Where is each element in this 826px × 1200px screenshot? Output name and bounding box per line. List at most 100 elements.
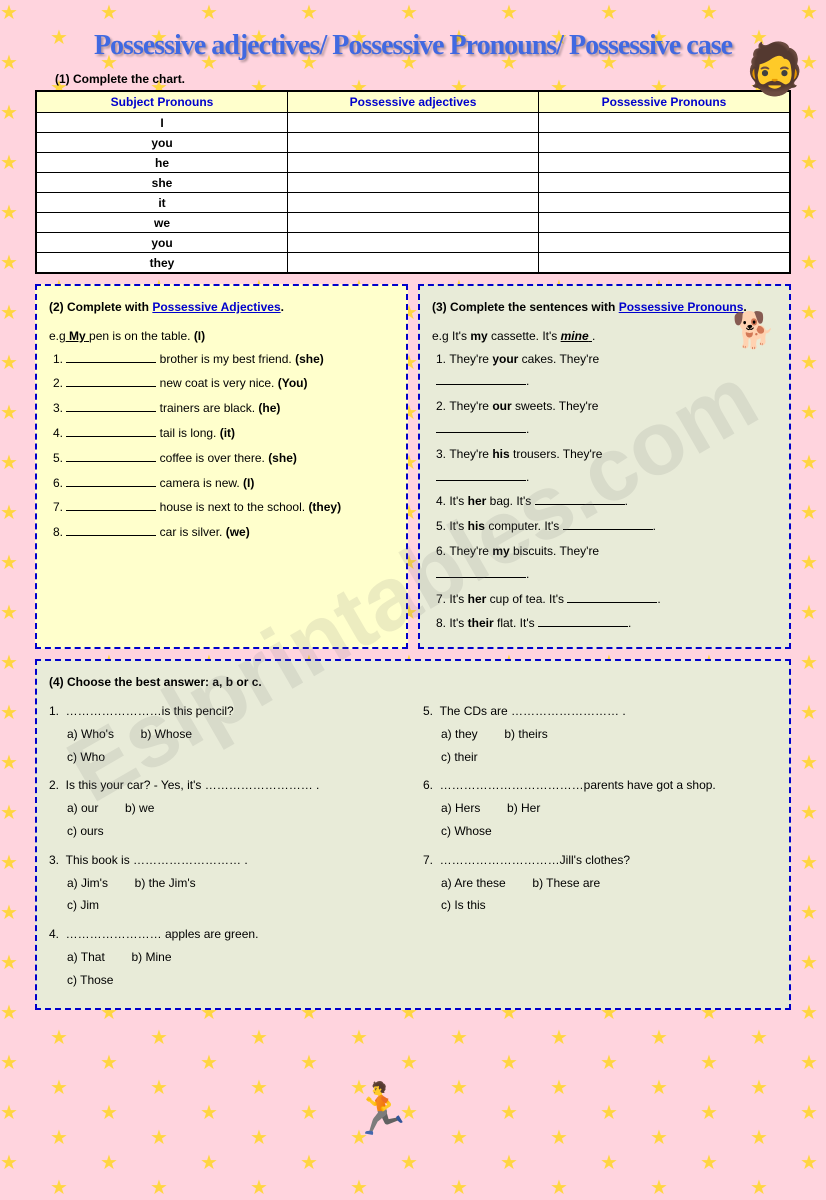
- fill-blank[interactable]: [66, 400, 156, 412]
- fill-blank[interactable]: [66, 524, 156, 536]
- blank-cell[interactable]: [539, 153, 790, 173]
- blank-cell[interactable]: [539, 133, 790, 153]
- answer-option[interactable]: c) Those: [67, 973, 113, 987]
- answer-option[interactable]: b) Whose: [141, 727, 192, 741]
- fill-blank[interactable]: [567, 591, 657, 603]
- blank-cell[interactable]: [539, 253, 790, 273]
- answer-option[interactable]: c) their: [441, 750, 478, 764]
- section2-example: e.g My pen is on the table. (I): [49, 325, 394, 348]
- dogmatix-icon: 🐕: [732, 310, 776, 351]
- table-row: we: [37, 213, 790, 233]
- question-item: 7. …………………………Jill's clothes?a) Are these…: [423, 849, 777, 917]
- answer-option[interactable]: b) These are: [532, 876, 600, 890]
- table-row: they: [37, 253, 790, 273]
- fill-blank[interactable]: [66, 475, 156, 487]
- section1-heading: (1) Complete the chart.: [55, 72, 791, 86]
- obelix-icon: 🧔: [744, 40, 806, 99]
- subject-pronoun-cell: it: [37, 193, 288, 213]
- blank-cell[interactable]: [539, 213, 790, 233]
- section2-heading: (2) Complete with Possessive Adjectives.: [49, 296, 394, 319]
- answer-option[interactable]: b) the Jim's: [135, 876, 196, 890]
- answer-option[interactable]: c) Whose: [441, 824, 492, 838]
- blank-cell[interactable]: [288, 193, 539, 213]
- exercise-item: It's her cup of tea. It's .: [436, 588, 777, 611]
- fill-blank[interactable]: [535, 493, 625, 505]
- answer-option[interactable]: a) Who's: [67, 727, 114, 741]
- section3-heading: (3) Complete the sentences with Possessi…: [432, 296, 777, 319]
- answer-option[interactable]: a) Hers: [441, 801, 480, 815]
- blank-cell[interactable]: [288, 133, 539, 153]
- fill-blank[interactable]: [66, 375, 156, 387]
- answer-option[interactable]: a) they: [441, 727, 478, 741]
- table-row: I: [37, 113, 790, 133]
- answer-option[interactable]: b) we: [125, 801, 154, 815]
- answer-option[interactable]: a) Jim's: [67, 876, 108, 890]
- blank-cell[interactable]: [288, 253, 539, 273]
- fill-blank[interactable]: [563, 518, 653, 530]
- exercise-item: coffee is over there. (she): [53, 447, 394, 470]
- section4-heading: (4) Choose the best answer: a, b or c.: [49, 671, 777, 694]
- exercise-item: tail is long. (it): [53, 422, 394, 445]
- fill-blank[interactable]: [436, 421, 526, 433]
- question-item: 6. ………………………………parents have got a shop.a…: [423, 774, 777, 842]
- fill-blank[interactable]: [66, 425, 156, 437]
- exercise-item: It's his computer. It's .: [436, 515, 777, 538]
- fill-blank[interactable]: [538, 615, 628, 627]
- answer-option[interactable]: a) That: [67, 950, 105, 964]
- exercise-item: house is next to the school. (they): [53, 496, 394, 519]
- blank-cell[interactable]: [288, 153, 539, 173]
- answer-option[interactable]: c) Who: [67, 750, 105, 764]
- exercise-item: They're his trousers. They're.: [436, 443, 777, 489]
- asterix-icon: 🏃: [350, 1080, 412, 1139]
- question-item: 5. The CDs are ……………………… .a) they b) the…: [423, 700, 777, 768]
- blank-cell[interactable]: [288, 233, 539, 253]
- table-row: he: [37, 153, 790, 173]
- fill-blank[interactable]: [66, 499, 156, 511]
- table-row: you: [37, 233, 790, 253]
- fill-blank[interactable]: [436, 566, 526, 578]
- table-header: Subject Pronouns: [37, 92, 288, 113]
- question-item: 4. …………………… apples are green.a) That b) …: [49, 923, 403, 991]
- subject-pronoun-cell: she: [37, 173, 288, 193]
- table-row: it: [37, 193, 790, 213]
- exercise-item: car is silver. (we): [53, 521, 394, 544]
- pronoun-table: Subject PronounsPossessive adjectivesPos…: [35, 90, 791, 274]
- section3-example: e.g It's my cassette. It's mine .: [432, 325, 777, 348]
- subject-pronoun-cell: you: [37, 233, 288, 253]
- blank-cell[interactable]: [539, 113, 790, 133]
- fill-blank[interactable]: [66, 351, 156, 363]
- section2-box: (2) Complete with Possessive Adjectives.…: [35, 284, 408, 649]
- answer-option[interactable]: a) our: [67, 801, 98, 815]
- fill-blank[interactable]: [436, 469, 526, 481]
- fill-blank[interactable]: [66, 450, 156, 462]
- table-header: Possessive adjectives: [288, 92, 539, 113]
- subject-pronoun-cell: he: [37, 153, 288, 173]
- exercise-item: new coat is very nice. (You): [53, 372, 394, 395]
- exercise-item: They're your cakes. They're.: [436, 348, 777, 394]
- answer-option[interactable]: b) theirs: [504, 727, 547, 741]
- exercise-item: They're my biscuits. They're.: [436, 540, 777, 586]
- blank-cell[interactable]: [539, 233, 790, 253]
- subject-pronoun-cell: we: [37, 213, 288, 233]
- fill-blank[interactable]: [436, 373, 526, 385]
- answer-option[interactable]: c) Is this: [441, 898, 486, 912]
- blank-cell[interactable]: [539, 173, 790, 193]
- subject-pronoun-cell: you: [37, 133, 288, 153]
- blank-cell[interactable]: [288, 213, 539, 233]
- answer-option[interactable]: b) Mine: [131, 950, 171, 964]
- blank-cell[interactable]: [539, 193, 790, 213]
- answer-option[interactable]: a) Are these: [441, 876, 506, 890]
- blank-cell[interactable]: [288, 173, 539, 193]
- answer-option[interactable]: b) Her: [507, 801, 540, 815]
- question-item: 1. ……………………is this pencil?a) Who's b) Wh…: [49, 700, 403, 768]
- answer-option[interactable]: c) ours: [67, 824, 104, 838]
- answer-option[interactable]: c) Jim: [67, 898, 99, 912]
- table-row: you: [37, 133, 790, 153]
- exercise-item: It's their flat. It's .: [436, 612, 777, 635]
- worksheet-page: Possessive adjectives/ Possessive Pronou…: [0, 0, 826, 1040]
- subject-pronoun-cell: I: [37, 113, 288, 133]
- blank-cell[interactable]: [288, 113, 539, 133]
- subject-pronoun-cell: they: [37, 253, 288, 273]
- exercise-item: They're our sweets. They're.: [436, 395, 777, 441]
- table-row: she: [37, 173, 790, 193]
